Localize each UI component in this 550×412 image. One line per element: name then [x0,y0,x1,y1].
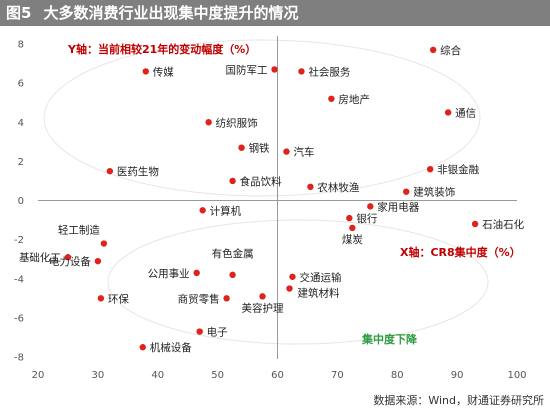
y-tick-label: -6 [14,313,24,324]
data-point [346,214,353,222]
point-label: 银行 [356,212,377,225]
point-label: 轻工制造 [58,224,100,237]
x-tick-label: 30 [92,370,105,381]
point-label: 建筑装饰 [413,186,455,199]
y-tick-label: 4 [18,118,24,129]
point-label: 医药生物 [117,165,159,178]
point-label: 通信 [455,107,476,119]
decline-annotation: 集中度下降 [361,332,418,346]
data-point [426,166,434,173]
data-point [283,148,290,155]
x-tick-labels: 20 30 40 50 60 70 80 90 100 [32,370,527,381]
y-tick-label: -2 [14,235,24,246]
y-tick-label: 0 [18,196,24,207]
data-point [328,95,335,102]
data-point [349,224,356,232]
x-tick-label: 70 [331,370,344,381]
figure-number: 图5 [6,4,32,22]
x-tick-label: 60 [271,370,284,381]
y-tick-label: -4 [14,274,24,285]
data-point [205,119,212,126]
data-point [271,66,278,73]
point-label: 煤炭 [342,233,363,246]
data-point [298,68,305,75]
point-label: 钢铁 [249,142,270,155]
data-point [142,68,149,75]
point-label: 纺织服饰 [216,116,258,129]
data-source: 数据来源：Wind，财通证券研究所 [373,394,544,407]
data-point [238,144,245,151]
x-axis-label: X轴：CR8集中度（%） [400,245,521,259]
point-label: 综合 [440,44,461,57]
decorative-ellipse-bottom [107,219,489,345]
data-point [97,295,105,302]
data-point [307,183,314,191]
data-point [471,220,479,228]
x-tick-label: 90 [451,370,464,381]
x-tick-label: 50 [211,370,224,381]
data-point [259,293,266,300]
x-tick-label: 80 [391,370,404,381]
point-label: 环保 [108,292,129,305]
data-point [94,257,102,265]
data-point [100,240,108,247]
point-label: 基础化工 [19,251,61,264]
point-label: 交通运输 [299,271,341,284]
point-label: 汽车 [293,146,314,159]
y-tick-label: -8 [14,353,24,364]
data-point [64,254,72,261]
x-tick-label: 20 [32,370,45,381]
point-label: 机械设备 [150,341,192,354]
point-label: 电力设备 [49,255,91,268]
data-point [196,328,203,335]
point-label: 食品饮料 [240,175,282,188]
x-tick-label: 40 [151,370,164,381]
data-point [403,188,410,195]
point-label: 商贸零售 [178,292,220,305]
y-tick-label: 6 [18,79,24,90]
point-label: 石油石化 [482,218,524,231]
point-label: 电子 [207,326,228,339]
point-label: 社会服务 [308,65,350,78]
figure-title-bar: 图5 大多数消费行业出现集中度提升的情况 [0,0,550,26]
y-tick-label: 2 [18,157,24,168]
point-label: 农林牧渔 [317,181,359,194]
data-point [444,109,452,116]
data-point [367,203,374,210]
point-label: 非银金融 [437,163,479,176]
point-label: 美容护理 [242,301,284,314]
x-tick-label: 100 [507,370,526,381]
point-label: 家用电器 [377,200,419,213]
data-point [429,46,437,54]
point-label: 传媒 [153,65,174,78]
point-label: 房地产 [338,93,370,106]
data-point [229,271,236,279]
data-point [223,295,230,302]
data-point [199,207,206,214]
figure-title: 大多数消费行业出现集中度提升的情况 [43,4,299,22]
data-point [193,269,200,277]
data-point [139,344,146,351]
data-point [229,177,236,185]
point-label: 有色金属 [212,247,254,260]
point-label: 计算机 [210,204,242,217]
data-point [286,285,293,292]
y-tick-label: 8 [18,40,24,51]
point-label: 公用事业 [148,267,190,280]
y-axis-label: Y轴：当前相较21年的变动幅度（%） [67,42,256,56]
data-point [289,273,296,280]
decorative-ellipse-top [43,39,481,197]
point-label: 国防军工 [226,63,268,76]
y-tick-labels: 8 6 4 2 0 -2 -4 -6 -8 [14,40,24,364]
data-point [106,167,114,175]
point-label: 建筑材料 [297,287,339,300]
